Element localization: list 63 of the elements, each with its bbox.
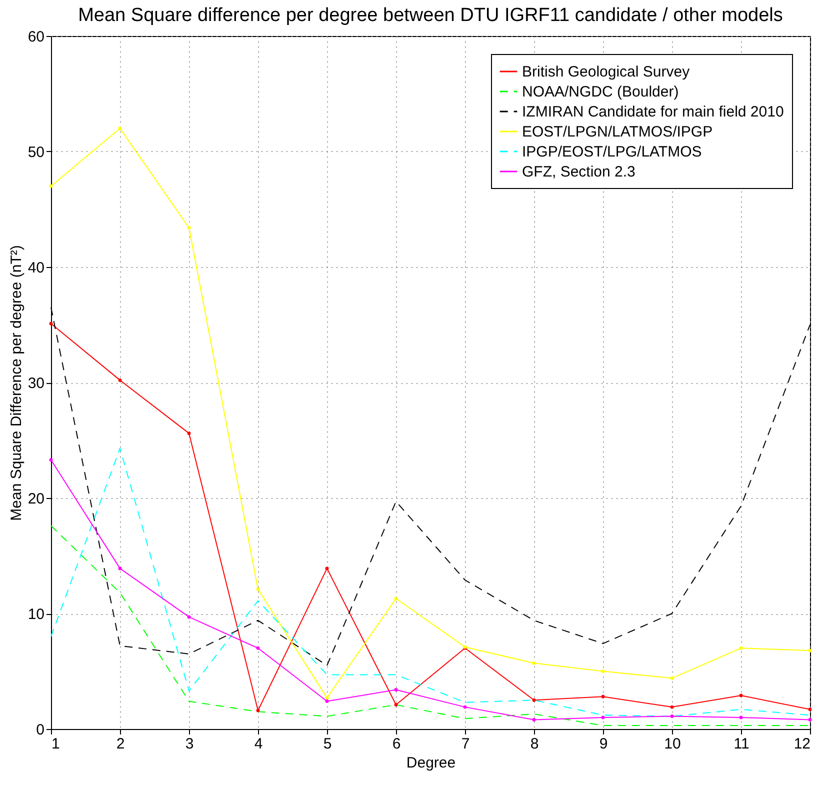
legend-label: EOST/LPGN/LATMOS/IPGP (522, 124, 713, 140)
point (463, 705, 467, 709)
legend-label: British Geological Survey (522, 64, 690, 80)
y-tick-label: 40 (28, 260, 44, 276)
point (256, 646, 260, 650)
point (739, 694, 743, 698)
y-tick-label: 0 (36, 722, 44, 738)
point (49, 184, 53, 188)
legend-label: NOAA/NGDC (Boulder) (522, 84, 679, 100)
x-tick-label: 5 (323, 736, 332, 752)
point (670, 705, 674, 709)
point (532, 661, 536, 665)
point (325, 696, 329, 700)
legend-label: IPGP/EOST/LPG/LATMOS (522, 144, 702, 160)
x-tick-label: 12 (794, 736, 810, 752)
x-tick-label: 11 (734, 736, 750, 752)
point (670, 714, 674, 718)
y-tick-label: 30 (28, 375, 44, 392)
x-tick-label: 4 (254, 736, 263, 752)
point (739, 646, 743, 650)
x-tick-label: 8 (530, 736, 539, 752)
point (49, 458, 53, 462)
legend-label: IZMIRAN Candidate for main field 2010 (522, 104, 784, 120)
point (256, 708, 260, 712)
y-tick-label: 60 (28, 28, 44, 46)
point (808, 648, 812, 652)
point (325, 566, 329, 570)
point (601, 694, 605, 698)
y-tick-label: 20 (28, 490, 44, 508)
point (394, 596, 398, 600)
point (394, 688, 398, 692)
chart-title: Mean Square difference per degree between DTU IGRF11 candidate / other models (78, 5, 783, 26)
point (808, 718, 812, 722)
x-tick-label: 3 (185, 736, 194, 752)
y-tick-label: 50 (28, 144, 44, 161)
point (187, 615, 191, 619)
x-axis-title: Degree (406, 754, 456, 772)
y-axis-title: Mean Square Difference per degree (nT²) (8, 245, 25, 521)
point (187, 226, 191, 230)
point (532, 698, 536, 702)
point (394, 703, 398, 706)
x-tick-label: 1 (52, 736, 60, 752)
y-tick-label: 10 (28, 606, 44, 623)
point (601, 670, 605, 673)
point (532, 718, 536, 722)
point (187, 432, 191, 436)
point (256, 588, 260, 591)
point (670, 676, 674, 680)
x-tick-label: 6 (392, 736, 401, 752)
point (118, 566, 122, 570)
x-tick-label: 7 (461, 736, 470, 752)
point (601, 716, 605, 720)
x-tick-label: 9 (599, 736, 608, 752)
line-series (50, 525, 810, 726)
point (325, 700, 329, 704)
point (808, 708, 812, 712)
point (118, 126, 122, 130)
point (118, 378, 122, 382)
x-tick-label: 2 (116, 736, 125, 752)
x-tick-label: 10 (664, 736, 681, 752)
point (49, 322, 53, 326)
point (739, 716, 743, 720)
legend-label: GFZ, Section 2.3 (522, 164, 636, 180)
